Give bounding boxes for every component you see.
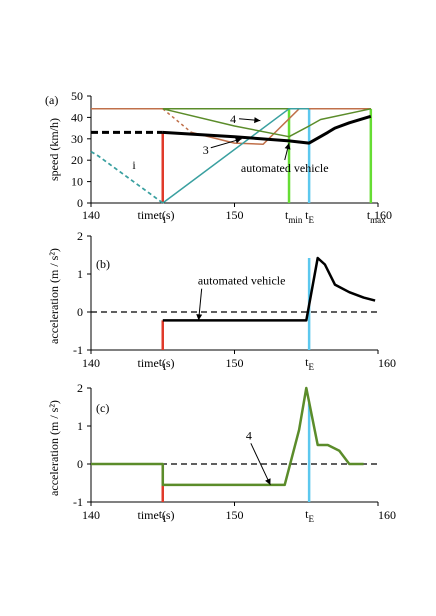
y-tick-label: 1 bbox=[77, 267, 83, 281]
annotation-arrowhead bbox=[265, 478, 271, 485]
y-tick-label: 0 bbox=[77, 196, 83, 210]
annotation-text: automated vehicle bbox=[198, 274, 286, 288]
marker-label-sub: E bbox=[308, 362, 314, 372]
annotation-arrowhead bbox=[235, 137, 242, 144]
annotation-arrowhead bbox=[254, 117, 261, 124]
marker-label-tE: tE bbox=[305, 355, 314, 372]
annotation-text: 3 bbox=[203, 143, 209, 157]
y-tick-label: 20 bbox=[71, 153, 83, 167]
y-tick-label: 40 bbox=[71, 110, 83, 124]
x-axis-label: time (s) bbox=[138, 356, 175, 370]
marker-label-sub: min bbox=[288, 215, 303, 225]
annotation-arrow bbox=[250, 443, 271, 486]
x-tick-label: 150 bbox=[226, 356, 244, 370]
y-axis-label: acceleration (m / s²) bbox=[47, 400, 61, 496]
x-tick-label: 150 bbox=[226, 208, 244, 222]
marker-label-sub: 1 bbox=[162, 215, 167, 225]
panel-label: (a) bbox=[45, 93, 58, 107]
marker-label-sub: 1 bbox=[162, 362, 167, 372]
annotation-text: 4 bbox=[230, 112, 236, 126]
chart-panel-1: 0 10 20 30 40 50 140 150 160 time (s) speed (km/h)… bbox=[45, 89, 392, 225]
y-tick-label: 0 bbox=[77, 305, 83, 319]
annotation-arrowhead bbox=[196, 314, 203, 321]
marker-label-sub: E bbox=[308, 215, 314, 225]
x-axis-label: time (s) bbox=[138, 208, 175, 222]
marker-label-tE: tE bbox=[305, 208, 314, 225]
y-axis-label: acceleration (m / s²) bbox=[47, 248, 61, 344]
panel-label: (c) bbox=[96, 401, 109, 415]
x-tick-label: 150 bbox=[226, 508, 244, 522]
marker-label-sub: E bbox=[308, 514, 314, 524]
annotation-text: 4 bbox=[246, 428, 252, 442]
y-tick-label: 0 bbox=[77, 457, 83, 471]
annotation-arrowhead bbox=[284, 143, 291, 150]
x-tick-label: 140 bbox=[82, 508, 100, 522]
y-axis-label: speed (km/h) bbox=[47, 118, 61, 181]
series-line-2 bbox=[91, 386, 364, 487]
series-line-10 bbox=[162, 114, 372, 145]
x-axis-label: time (s) bbox=[138, 508, 175, 522]
y-tick-label: 2 bbox=[77, 229, 83, 243]
series-line-8 bbox=[162, 108, 371, 138]
marker-label-sub: 1 bbox=[162, 514, 167, 524]
y-tick-label: -1 bbox=[73, 343, 83, 357]
x-tick-label: 140 bbox=[82, 356, 100, 370]
series-line-7 bbox=[90, 150, 164, 204]
y-tick-label: 30 bbox=[71, 132, 83, 146]
y-tick-label: 1 bbox=[77, 419, 83, 433]
marker-label-t1: t1 bbox=[159, 355, 167, 372]
marker-label-t1: t1 bbox=[159, 208, 167, 225]
x-tick-label: 160 bbox=[378, 508, 396, 522]
y-tick-label: 10 bbox=[71, 175, 83, 189]
marker-label-tE: tE bbox=[305, 507, 314, 524]
y-tick-label: 2 bbox=[77, 381, 83, 395]
annotation-text: i bbox=[132, 158, 136, 172]
series-line-5 bbox=[191, 108, 371, 145]
x-tick-label: 160 bbox=[374, 208, 392, 222]
panel-label: (b) bbox=[96, 257, 110, 271]
series-line-4 bbox=[162, 108, 192, 133]
chart-panel-3: -1 0 1 2 140 150 160 time (s) acceleration (m / … bbox=[47, 381, 396, 524]
marker-label-tmin: tmin bbox=[285, 208, 303, 225]
marker-label-sub: max bbox=[370, 215, 386, 225]
x-tick-label: 160 bbox=[378, 356, 396, 370]
series-line-6 bbox=[162, 108, 310, 204]
x-tick-label: 140 bbox=[82, 208, 100, 222]
y-tick-label: -1 bbox=[73, 495, 83, 509]
marker-label-t1: t1 bbox=[159, 507, 167, 524]
y-tick-label: 50 bbox=[71, 89, 83, 103]
series-line-2 bbox=[162, 256, 376, 322]
chart-panel-2: -1 0 1 2 140 150 160 time (s) acceleration (m / … bbox=[47, 229, 396, 372]
annotation-text: automated vehicle bbox=[241, 161, 329, 175]
